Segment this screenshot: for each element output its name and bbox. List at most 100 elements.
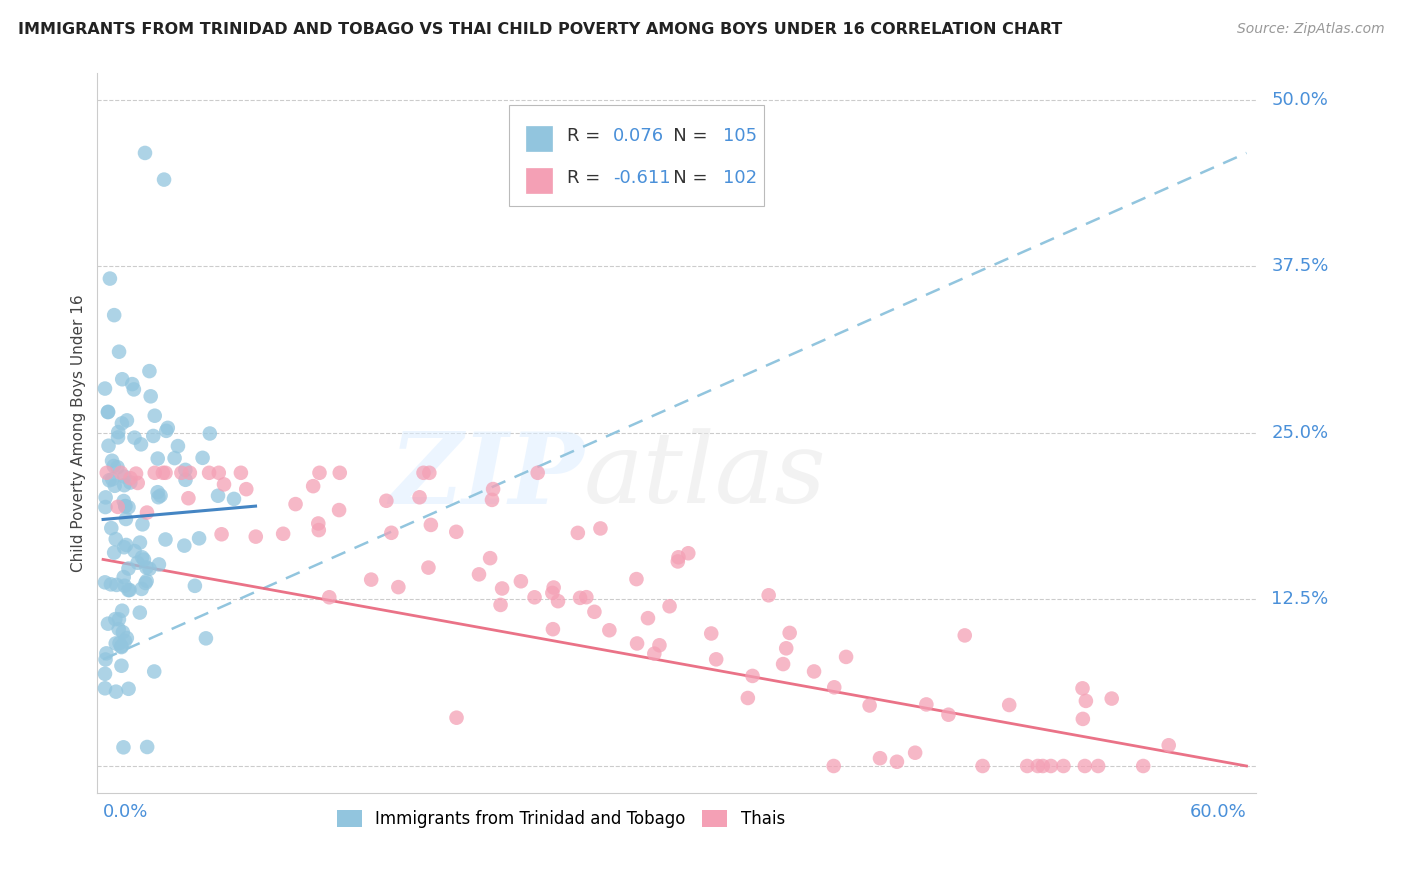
Text: -0.611: -0.611	[613, 169, 671, 187]
Point	[129, 535, 152, 549]
Point	[94, 575, 117, 590]
Text: ZIP: ZIP	[389, 428, 583, 524]
Point	[491, 582, 513, 596]
Point	[94, 666, 117, 681]
Point	[112, 540, 135, 554]
Point	[142, 429, 165, 443]
Point	[105, 578, 128, 592]
Point	[229, 466, 252, 480]
Point	[523, 591, 546, 605]
Point	[222, 491, 245, 506]
Point	[648, 638, 671, 652]
Point	[972, 759, 994, 773]
Point	[308, 523, 330, 537]
Point	[658, 599, 681, 614]
Text: 12.5%: 12.5%	[1271, 591, 1329, 608]
Point	[117, 681, 139, 696]
Text: atlas: atlas	[583, 428, 827, 524]
FancyBboxPatch shape	[509, 105, 763, 206]
Point	[589, 521, 612, 535]
Point	[173, 539, 195, 553]
Point	[136, 506, 159, 520]
Point	[482, 482, 505, 496]
Point	[131, 550, 153, 565]
Point	[110, 658, 132, 673]
Legend: Immigrants from Trinidad and Tobago, Thais: Immigrants from Trinidad and Tobago, Tha…	[330, 803, 792, 835]
Point	[98, 271, 121, 285]
Point	[509, 574, 531, 589]
Point	[94, 491, 117, 505]
Point	[107, 425, 129, 439]
Point	[637, 611, 659, 625]
Point	[869, 751, 891, 765]
Point	[115, 512, 138, 526]
Point	[153, 172, 176, 186]
Point	[143, 665, 166, 679]
Point	[148, 490, 170, 504]
Point	[139, 389, 162, 403]
Text: 25.0%: 25.0%	[1271, 424, 1329, 442]
Point	[124, 431, 146, 445]
Point	[97, 405, 120, 419]
Point	[97, 405, 120, 419]
Point	[156, 421, 179, 435]
Point	[129, 437, 152, 451]
Point	[148, 558, 170, 572]
Point	[127, 556, 149, 570]
Point	[104, 532, 127, 546]
Point	[704, 652, 727, 666]
Point	[904, 746, 927, 760]
Point	[97, 439, 120, 453]
Point	[114, 499, 136, 513]
Point	[1032, 759, 1054, 773]
Point	[212, 477, 235, 491]
Point	[1071, 712, 1094, 726]
Point	[668, 550, 690, 565]
Point	[136, 739, 159, 754]
Point	[112, 740, 135, 755]
Point	[823, 681, 845, 695]
Point	[94, 652, 117, 666]
Point	[779, 626, 801, 640]
Point	[1157, 738, 1180, 752]
Point	[179, 466, 201, 480]
Text: Source: ZipAtlas.com: Source: ZipAtlas.com	[1237, 22, 1385, 37]
Text: 0.076: 0.076	[613, 128, 664, 145]
Point	[124, 544, 146, 558]
Point	[146, 485, 169, 500]
Point	[567, 525, 589, 540]
Point	[131, 582, 153, 596]
Point	[188, 532, 211, 546]
Point	[117, 561, 139, 575]
Point	[121, 377, 143, 392]
Point	[308, 466, 330, 480]
Point	[98, 473, 121, 487]
Text: R =: R =	[567, 169, 606, 187]
Point	[328, 503, 350, 517]
Point	[700, 626, 723, 640]
Point	[112, 494, 135, 508]
Point	[103, 308, 125, 322]
Point	[803, 665, 825, 679]
Point	[446, 524, 468, 539]
Point	[94, 500, 117, 514]
Point	[1017, 759, 1039, 773]
Point	[125, 467, 148, 481]
Point	[155, 466, 177, 480]
Point	[96, 646, 118, 660]
Text: 60.0%: 60.0%	[1189, 804, 1247, 822]
Point	[481, 492, 503, 507]
Point	[110, 640, 132, 654]
Point	[107, 460, 129, 475]
Point	[100, 521, 122, 535]
Point	[101, 454, 124, 468]
Point	[115, 538, 138, 552]
Point	[915, 698, 938, 712]
Point	[194, 632, 217, 646]
Point	[163, 451, 186, 466]
Point	[418, 466, 440, 480]
Point	[107, 622, 129, 636]
Point	[191, 450, 214, 465]
Point	[412, 466, 434, 480]
Point	[138, 562, 160, 576]
